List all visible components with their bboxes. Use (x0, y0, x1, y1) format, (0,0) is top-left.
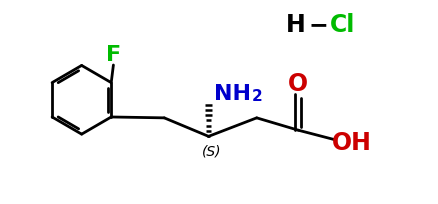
Text: H: H (286, 13, 305, 37)
Text: Cl: Cl (329, 13, 355, 37)
Text: NH: NH (214, 84, 251, 104)
Text: −: − (307, 13, 327, 37)
Text: F: F (106, 45, 121, 65)
Text: OH: OH (332, 131, 371, 155)
Text: 2: 2 (251, 89, 262, 104)
Text: O: O (288, 72, 307, 96)
Text: (S): (S) (202, 144, 221, 158)
